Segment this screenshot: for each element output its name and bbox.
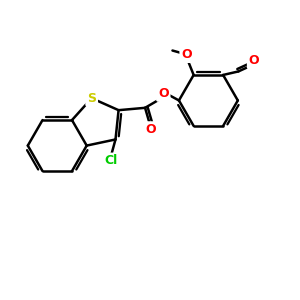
Text: O: O [145, 123, 156, 136]
Text: O: O [249, 54, 259, 67]
Text: Cl: Cl [104, 154, 118, 167]
Text: O: O [181, 48, 192, 61]
Text: O: O [158, 87, 169, 100]
Text: S: S [87, 92, 96, 105]
